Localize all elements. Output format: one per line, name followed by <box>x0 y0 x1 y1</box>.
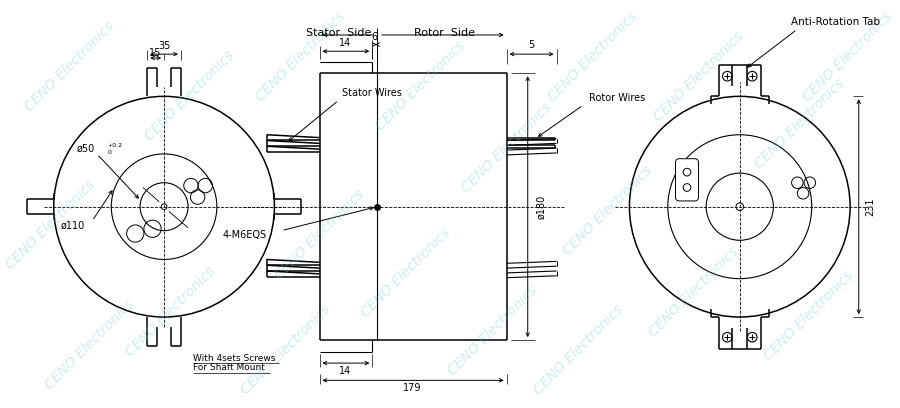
Text: CENO Electronics: CENO Electronics <box>800 10 895 104</box>
Text: CENO Electronics: CENO Electronics <box>358 226 454 320</box>
Text: 6: 6 <box>371 32 377 42</box>
Text: Rotor Wires: Rotor Wires <box>589 93 645 103</box>
Text: CENO Electronics: CENO Electronics <box>238 302 333 397</box>
Text: CENO Electronics: CENO Electronics <box>22 19 118 114</box>
Text: 231: 231 <box>865 197 876 216</box>
Text: ø180: ø180 <box>536 195 546 219</box>
Text: CENO Electronics: CENO Electronics <box>545 10 641 104</box>
Text: 5: 5 <box>528 40 535 49</box>
FancyBboxPatch shape <box>676 159 698 201</box>
Text: 14: 14 <box>339 38 352 48</box>
Text: CENO Electronics: CENO Electronics <box>253 10 347 104</box>
Text: CENO Electronics: CENO Electronics <box>752 77 847 172</box>
Text: ø110: ø110 <box>61 221 86 231</box>
Text: Stator  Side: Stator Side <box>306 28 372 38</box>
Text: For Shaft Mount: For Shaft Mount <box>193 364 265 373</box>
Text: CENO Electronics: CENO Electronics <box>445 283 540 378</box>
Text: With 4sets Screws: With 4sets Screws <box>193 354 275 363</box>
Text: 15: 15 <box>149 48 162 58</box>
Text: CENO Electronics: CENO Electronics <box>123 264 218 359</box>
Text: 179: 179 <box>403 383 422 393</box>
Text: 4-M6EQS: 4-M6EQS <box>222 231 266 240</box>
Text: CENO Electronics: CENO Electronics <box>459 101 554 195</box>
Text: CENO Electronics: CENO Electronics <box>41 297 137 392</box>
Text: Anti-Rotation Tab: Anti-Rotation Tab <box>791 18 880 27</box>
Text: 35: 35 <box>158 42 170 51</box>
Text: Rotor  Side: Rotor Side <box>414 28 475 38</box>
Text: CENO Electronics: CENO Electronics <box>4 177 98 273</box>
Text: +0.2: +0.2 <box>107 143 122 148</box>
Text: 0: 0 <box>107 149 112 155</box>
Text: CENO Electronics: CENO Electronics <box>142 48 238 143</box>
Text: CENO Electronics: CENO Electronics <box>560 163 655 258</box>
Text: ø50: ø50 <box>76 144 95 154</box>
Text: CENO Electronics: CENO Electronics <box>651 29 746 124</box>
Text: CENO Electronics: CENO Electronics <box>272 187 367 282</box>
Text: CENO Electronics: CENO Electronics <box>761 268 856 364</box>
Text: Stator Wires: Stator Wires <box>342 89 402 98</box>
Text: 14: 14 <box>339 366 352 376</box>
Text: CENO Electronics: CENO Electronics <box>373 38 468 133</box>
Text: CENO Electronics: CENO Electronics <box>646 245 741 339</box>
Text: CENO Electronics: CENO Electronics <box>531 302 626 397</box>
